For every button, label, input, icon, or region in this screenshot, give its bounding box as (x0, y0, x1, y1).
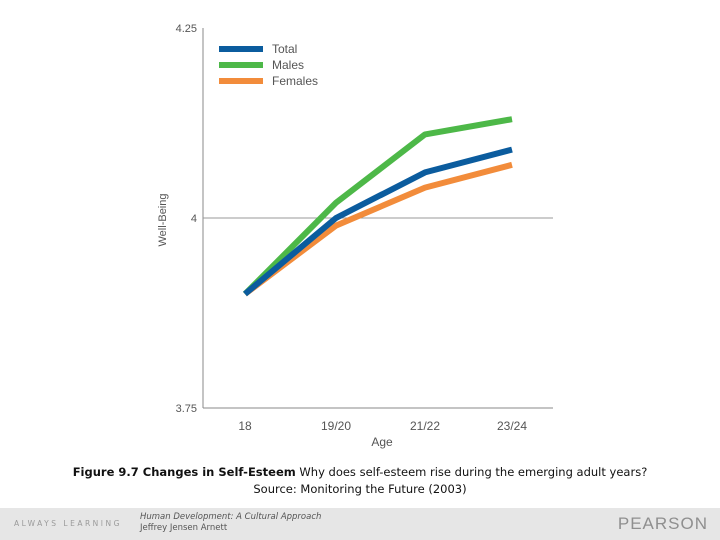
series-line-males (242, 116, 513, 297)
pearson-logo: PEARSON (617, 514, 708, 533)
footer-book-info: Human Development: A Cultural Approach J… (140, 512, 321, 534)
legend-label-females: Females (272, 74, 318, 88)
x-tick-label: 18 (238, 419, 252, 433)
chart-axes: 4.25 4 3.75 18 19/20 21/22 23/24 Age Well-Being (157, 23, 553, 449)
series-line-total (243, 146, 513, 297)
footer-bar: ALWAYS LEARNING Human Development: A Cul… (0, 508, 720, 540)
book-title: Human Development: A Cultural Approach (140, 512, 322, 522)
legend: Total Males Females (219, 42, 318, 88)
x-tick-label: 23/24 (497, 419, 527, 433)
x-tick-label: 19/20 (321, 419, 351, 433)
figure-question: Why does self-esteem rise during the eme… (295, 465, 648, 479)
legend-label-males: Males (272, 58, 304, 72)
series-line-females (243, 161, 513, 297)
y-tick-label: 4 (191, 213, 197, 225)
book-author: Jeffrey Jensen Arnett (140, 523, 228, 533)
figure-caption: Figure 9.7 Changes in Self-Esteem Why do… (0, 464, 720, 498)
series-layer (242, 116, 513, 297)
footer-tagline: ALWAYS LEARNING (14, 519, 122, 528)
x-tick-label: 21/22 (410, 419, 440, 433)
y-axis-title: Well-Being (157, 194, 169, 247)
figure-source: Source: Monitoring the Future (2003) (253, 482, 467, 496)
y-tick-label: 4.25 (176, 23, 197, 35)
y-tick-label: 3.75 (176, 403, 197, 415)
x-axis-title: Age (371, 435, 393, 449)
figure-label: Figure 9.7 Changes in Self-Esteem (72, 465, 296, 479)
legend-label-total: Total (272, 42, 297, 56)
